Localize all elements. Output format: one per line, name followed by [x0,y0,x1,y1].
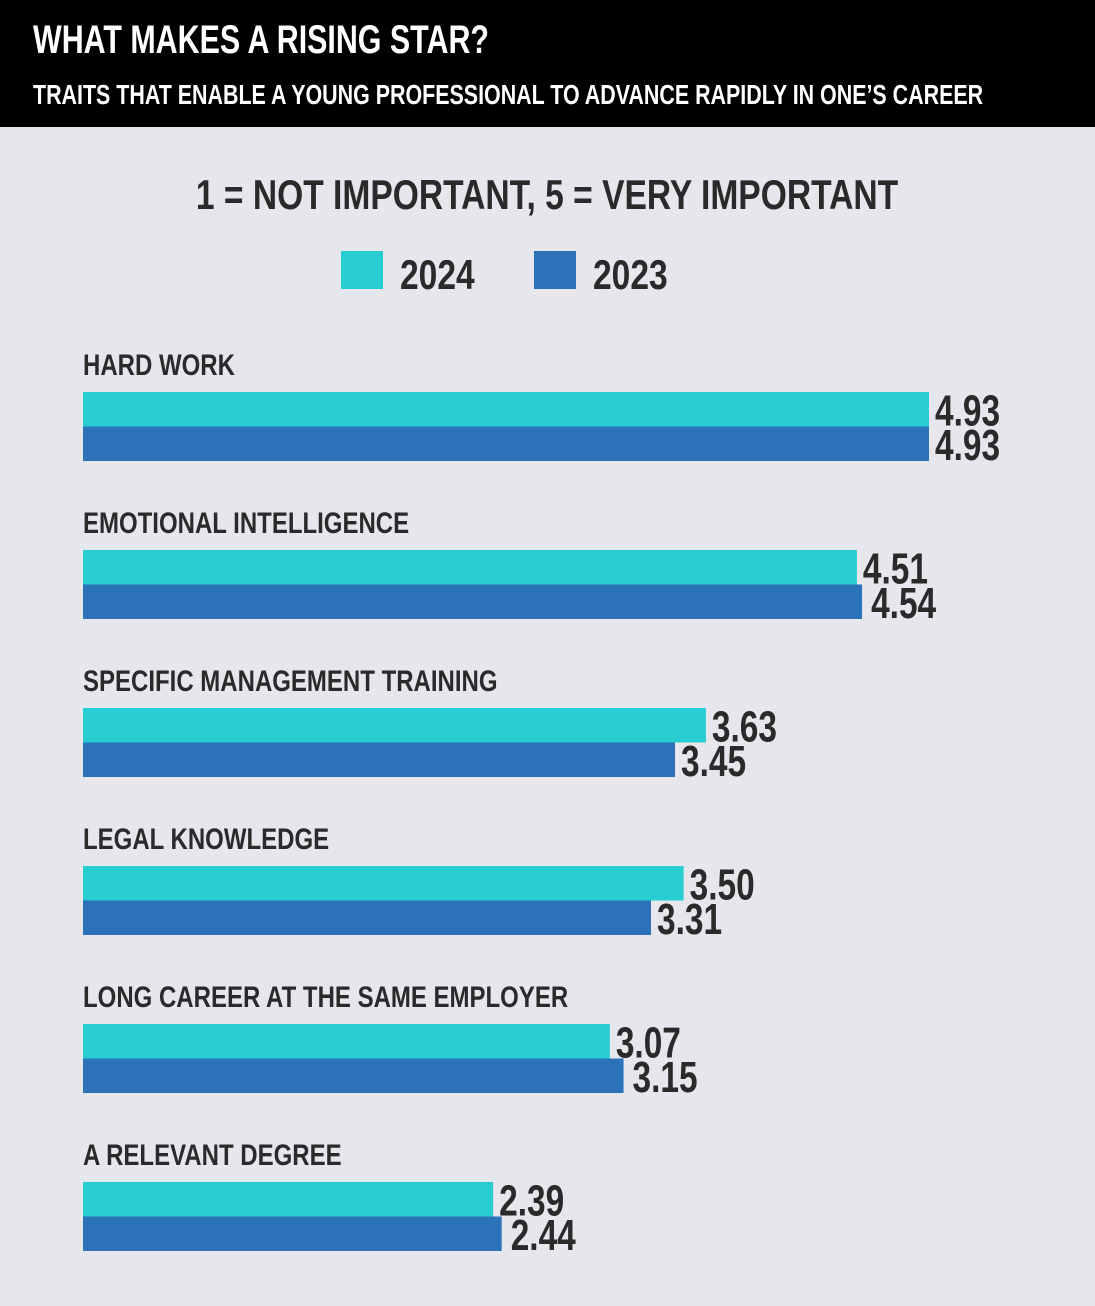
category-label: LEGAL KNOWLEDGE [83,821,329,855]
chart-subtitle: TRAITS THAT ENABLE A YOUNG PROFESSIONAL … [33,79,984,110]
bar-2023 [83,900,652,935]
category-label: SPECIFIC MANAGEMENT TRAINING [83,663,498,697]
header-banner: WHAT MAKES A RISING STAR? TRAITS THAT EN… [0,0,1095,127]
bar-2024 [83,550,857,585]
category-label: LONG CAREER AT THE SAME EMPLOYER [83,979,569,1013]
bar-2023 [83,1216,502,1251]
bar-2024 [83,1182,494,1217]
value-label-2024: 4.51 [863,545,928,593]
bar-2024 [83,392,929,427]
value-label-2023: 3.31 [657,896,722,944]
bar-2023 [83,742,676,777]
bar-2023 [83,584,863,619]
legend-swatch-2023 [534,251,576,289]
value-label-2024: 2.39 [499,1177,564,1225]
scale-note: 1 = NOT IMPORTANT, 5 = VERY IMPORTANT [196,173,898,219]
value-label-2024: 3.63 [712,703,777,751]
value-label-2023: 2.44 [511,1212,576,1260]
value-label-2023: 4.54 [871,580,936,628]
value-label-2023: 4.93 [935,422,1000,470]
value-label-2024: 4.93 [935,387,1000,435]
category-label: EMOTIONAL INTELLIGENCE [83,505,409,539]
value-label-2024: 3.50 [690,861,755,909]
bar-2024 [83,866,684,901]
category-label: HARD WORK [83,347,235,381]
value-label-2024: 3.07 [616,1019,681,1067]
bar-chart: 1 = NOT IMPORTANT, 5 = VERY IMPORTANT 202… [83,173,1000,1260]
value-label-2023: 3.15 [633,1054,698,1102]
category-label: A RELEVANT DEGREE [83,1137,342,1171]
bar-2023 [83,426,929,461]
bar-2024 [83,1024,610,1059]
bar-2023 [83,1058,624,1093]
legend-label-2024: 2024 [400,253,475,299]
chart-title: WHAT MAKES A RISING STAR? [33,18,489,62]
bar-2024 [83,708,706,743]
legend-swatch-2024 [341,251,383,289]
legend-label-2023: 2023 [593,253,668,299]
value-label-2023: 3.45 [681,738,746,786]
